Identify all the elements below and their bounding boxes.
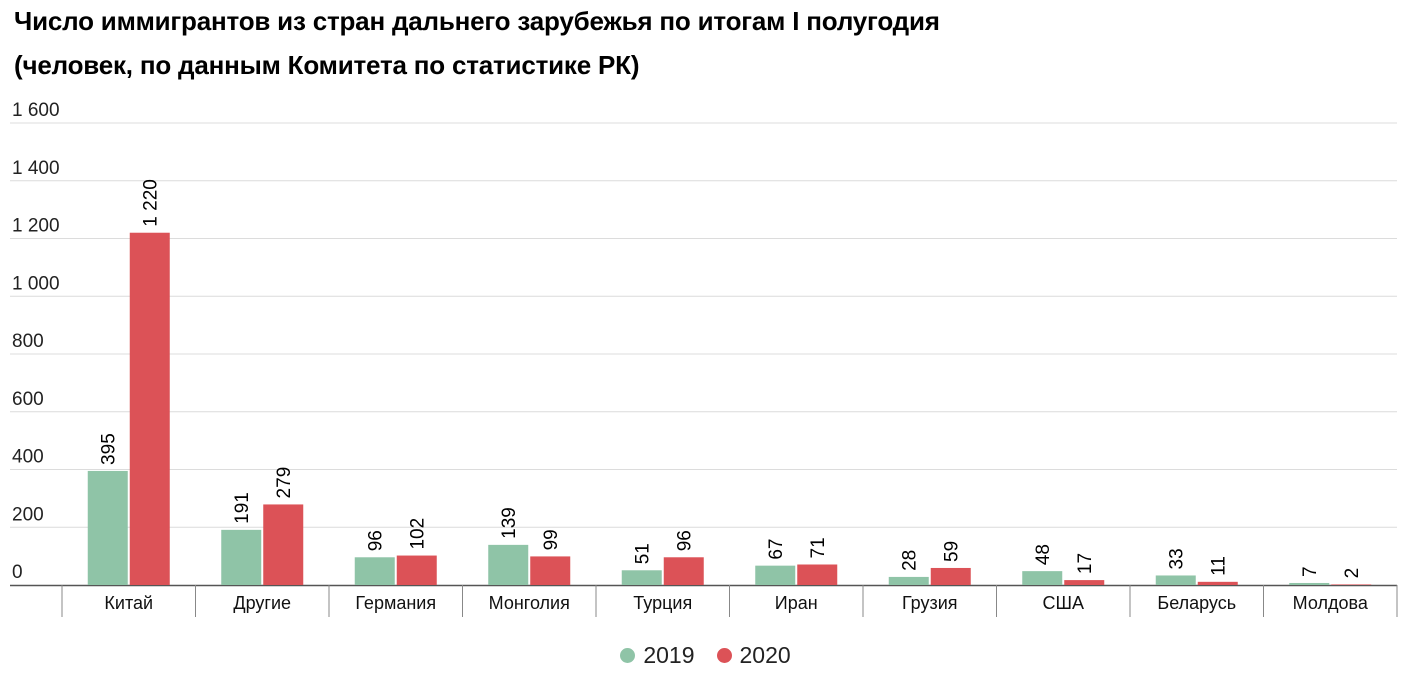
- x-tick-label: Иран: [775, 593, 818, 613]
- bar-2019-6: [888, 576, 929, 585]
- legend-swatch-2019: [620, 648, 636, 663]
- y-tick-label: 1 000: [12, 273, 60, 294]
- data-label-2019-6: 28: [900, 550, 921, 571]
- data-label-2019-0: 395: [99, 433, 120, 465]
- x-tick-label: Турция: [633, 593, 692, 613]
- data-label-2020-9: 2: [1342, 568, 1363, 579]
- data-label-2020-8: 11: [1209, 556, 1230, 576]
- chart-title-line2: (человек, по данным Комитета по статисти…: [14, 50, 640, 80]
- bar-2019-9: [1289, 582, 1330, 585]
- x-tick-label: США: [1042, 593, 1084, 613]
- x-tick-label: Китай: [104, 593, 153, 613]
- y-tick-label: 1 400: [12, 158, 60, 179]
- x-tick-label: Молдова: [1293, 593, 1369, 613]
- x-tick-label: Германия: [355, 593, 436, 613]
- bar-2020-2: [396, 555, 437, 585]
- bar-2019-0: [87, 470, 128, 585]
- legend-item-2019: 2019: [620, 642, 695, 669]
- y-tick-label: 200: [12, 504, 44, 525]
- data-label-2020-0: 1 220: [141, 179, 162, 227]
- bar-2020-3: [530, 556, 571, 585]
- y-tick-label: 1 600: [12, 100, 60, 121]
- bar-2019-1: [221, 529, 262, 585]
- data-label-2019-5: 67: [766, 539, 787, 560]
- x-tick-label: Монголия: [489, 593, 570, 613]
- data-label-2020-4: 96: [675, 530, 696, 551]
- x-tick-label: Беларусь: [1157, 593, 1236, 613]
- bar-2019-7: [1022, 571, 1063, 585]
- data-label-2019-4: 51: [633, 543, 654, 564]
- legend: 2019 2020: [0, 642, 1411, 669]
- bar-2020-9: [1331, 584, 1372, 585]
- bar-2019-5: [755, 565, 796, 585]
- bar-2020-6: [930, 567, 971, 585]
- bar-2019-3: [488, 544, 529, 585]
- data-label-2020-6: 59: [942, 541, 963, 562]
- x-tick-label: Грузия: [902, 593, 958, 613]
- data-label-2020-5: 71: [808, 537, 829, 558]
- y-tick-label: 600: [12, 389, 44, 410]
- bar-2019-2: [354, 557, 395, 585]
- legend-swatch-2020: [716, 648, 732, 663]
- data-label-2020-2: 102: [408, 518, 429, 550]
- bar-2020-8: [1197, 581, 1238, 585]
- bar-2019-8: [1155, 575, 1196, 585]
- bar-2020-1: [263, 504, 304, 585]
- legend-label-2019: 2019: [643, 642, 695, 668]
- data-label-2019-7: 48: [1033, 544, 1054, 565]
- bar-2020-4: [663, 557, 704, 585]
- chart-title-line1: Число иммигрантов из стран дальнего зару…: [14, 6, 940, 36]
- bar-2019-4: [621, 570, 662, 585]
- data-label-2020-1: 279: [274, 467, 295, 499]
- legend-item-2020: 2020: [716, 642, 791, 669]
- data-label-2019-9: 7: [1300, 566, 1321, 577]
- y-tick-label: 400: [12, 447, 44, 468]
- data-label-2019-3: 139: [499, 507, 520, 539]
- legend-label-2020: 2020: [739, 642, 791, 668]
- bar-2020-5: [797, 564, 838, 585]
- y-tick-label: 0: [12, 562, 23, 583]
- data-label-2019-1: 191: [232, 492, 253, 524]
- bar-2020-0: [129, 232, 170, 585]
- y-tick-label: 1 200: [12, 216, 60, 237]
- data-label-2019-2: 96: [366, 530, 387, 551]
- data-label-2019-8: 33: [1167, 548, 1188, 569]
- data-label-2020-7: 17: [1075, 553, 1096, 574]
- bar-2020-7: [1064, 580, 1105, 585]
- y-tick-label: 800: [12, 331, 44, 352]
- data-label-2020-3: 99: [541, 529, 562, 550]
- x-tick-label: Другие: [233, 593, 291, 613]
